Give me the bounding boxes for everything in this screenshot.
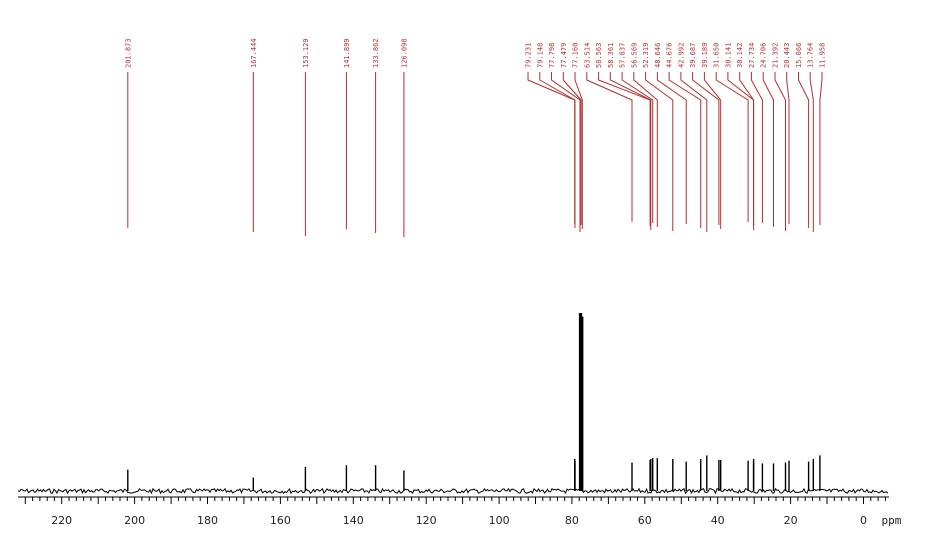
peak-leader-14	[621, 72, 654, 223]
peak-label-26: 24.706	[760, 43, 768, 68]
peak-label-7: 79.148	[536, 43, 544, 68]
peak-label-17: 48.646	[654, 43, 662, 68]
peak-label-29: 15.066	[795, 43, 803, 68]
peak-leader-26	[762, 72, 774, 227]
x-tick-label-60: 60	[638, 514, 652, 527]
peak-leader-7	[539, 72, 576, 228]
x-tick-label-40: 40	[711, 514, 725, 527]
peak-leader-29	[798, 72, 810, 228]
peak-label-20: 39.687	[689, 43, 697, 68]
peak-leader-19	[680, 72, 708, 232]
x-tick-label-100: 100	[489, 514, 510, 527]
peak-leader-22	[715, 72, 749, 222]
peak-leader-27	[774, 72, 786, 231]
peak-label-13: 58.361	[607, 43, 615, 68]
peak-label-21: 39.189	[701, 43, 709, 68]
peak-label-14: 57.837	[619, 43, 627, 68]
baseline-noise	[17, 487, 889, 495]
x-tick-label-20: 20	[784, 514, 798, 527]
peak-label-0: 201.873	[124, 38, 132, 68]
peak-leader-20	[692, 72, 720, 225]
x-tick-label-200: 200	[124, 514, 145, 527]
peak-label-22: 31.650	[713, 43, 721, 68]
peak-leader-16	[645, 72, 674, 231]
peak-label-23: 30.141	[724, 43, 732, 68]
peak-leader-21	[703, 72, 722, 229]
peak-label-11: 63.514	[583, 43, 591, 68]
peak-label-8: 77.798	[548, 43, 556, 68]
x-tick-label-120: 120	[416, 514, 437, 527]
peak-label-24: 30.142	[736, 43, 744, 68]
x-tick-label-0: 0	[860, 514, 867, 527]
x-tick-label-220: 220	[51, 514, 72, 527]
peak-label-28: 20.443	[783, 43, 791, 68]
peak-leader-10	[574, 72, 583, 229]
peak-leader-15	[633, 72, 658, 227]
peak-leader-18	[668, 72, 702, 228]
x-tick-label-180: 180	[197, 514, 218, 527]
peak-label-31: 11.958	[819, 43, 827, 68]
peak-label-12: 58.563	[595, 43, 603, 68]
peak-label-30: 13.764	[807, 43, 815, 68]
x-axis: 220 200 180 160 140 120 100 80 60 40 20 0	[18, 496, 889, 527]
peak-label-1: 167.444	[250, 38, 258, 68]
spectrum-peaks	[127, 313, 821, 491]
peak-label-19: 42.992	[677, 43, 685, 68]
peak-leader-6	[527, 72, 576, 224]
peak-leader-12	[598, 72, 651, 226]
peak-leader-30	[809, 72, 814, 232]
peak-labels: 201.873 167.444 153.129 141.899 133.862 126.0…	[124, 38, 826, 68]
peak-leader-17	[656, 72, 687, 224]
peak-label-4: 133.862	[372, 38, 380, 68]
peak-leader-24	[739, 72, 755, 230]
peak-label-25: 27.734	[748, 43, 756, 68]
peak-label-9: 77.479	[560, 43, 568, 68]
spectrum-trace	[17, 487, 889, 495]
peak-label-leaders	[127, 72, 823, 237]
peak-label-16: 52.319	[642, 43, 650, 68]
peak-label-6: 79.231	[525, 43, 533, 68]
peak-leader-8	[551, 72, 581, 232]
peak-label-3: 141.899	[343, 38, 351, 68]
peak-leader-9	[562, 72, 582, 225]
peak-label-2: 153.129	[302, 38, 310, 68]
peak-leader-13	[609, 72, 652, 230]
x-tick-label-80: 80	[565, 514, 579, 527]
peak-label-27: 21.392	[772, 43, 780, 68]
peak-leader-31	[819, 72, 823, 225]
x-tick-label-160: 160	[270, 514, 291, 527]
peak-label-18: 44.676	[666, 43, 674, 68]
peak-label-10: 77.160	[572, 43, 580, 68]
x-tick-label-140: 140	[343, 514, 364, 527]
peak-leader-11	[586, 72, 633, 222]
peak-label-15: 56.569	[630, 43, 638, 68]
peak-label-5: 126.098	[400, 38, 408, 68]
peak-leader-25	[750, 72, 763, 223]
peak-leader-28	[786, 72, 790, 224]
x-axis-unit-label: ppm	[882, 514, 902, 527]
